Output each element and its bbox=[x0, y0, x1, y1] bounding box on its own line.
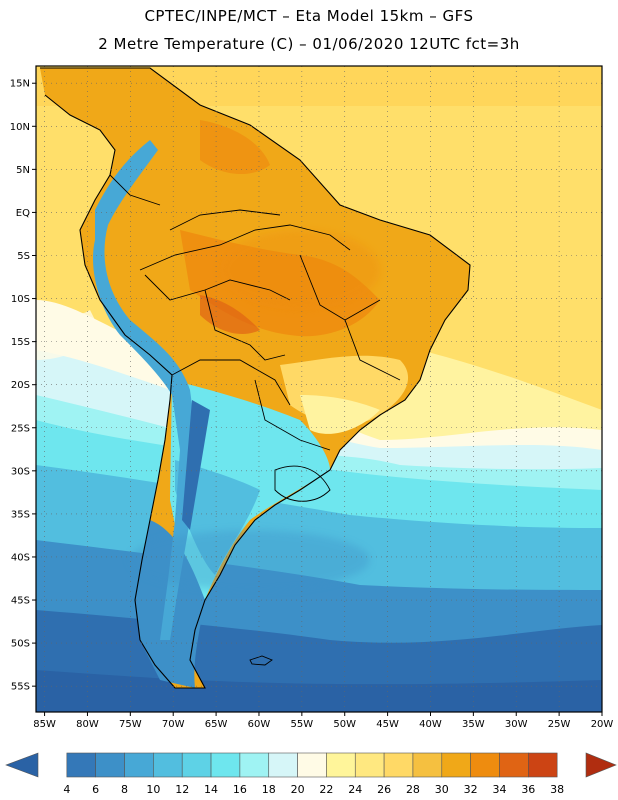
color-scale-label: 12 bbox=[175, 783, 189, 796]
lon-tick-label: 30W bbox=[505, 719, 528, 730]
lat-tick-label: 35S bbox=[11, 509, 30, 520]
color-scale-box bbox=[268, 752, 298, 778]
color-scale-box bbox=[326, 752, 356, 778]
lon-tick-label: 20W bbox=[591, 719, 614, 730]
color-scale-label: 30 bbox=[435, 783, 449, 796]
color-scale-box bbox=[66, 752, 96, 778]
lon-tick-label: 55W bbox=[291, 719, 314, 730]
lat-tick-label: 25S bbox=[11, 423, 30, 434]
falkland-islands bbox=[249, 655, 273, 666]
temperature-field bbox=[36, 66, 602, 712]
color-scale-box bbox=[297, 752, 327, 778]
lat-tick-label: 5N bbox=[16, 165, 30, 176]
color-scale-box bbox=[499, 752, 529, 778]
color-scale-box bbox=[181, 752, 212, 778]
color-scale-box bbox=[441, 752, 471, 778]
lat-tick-label: 55S bbox=[11, 682, 30, 693]
country-borders bbox=[109, 174, 401, 502]
color-scale-label: 20 bbox=[291, 783, 305, 796]
color-scale-min-arrow bbox=[5, 752, 39, 778]
color-scale-max-arrow bbox=[585, 752, 617, 778]
lon-tick-label: 25W bbox=[548, 719, 571, 730]
color-scale-label: 36 bbox=[521, 783, 535, 796]
lon-tick-label: 60W bbox=[248, 719, 271, 730]
color-scale-label: 18 bbox=[262, 783, 276, 796]
temperature-map: 15N 10N 5N EQ 5S 10S 15S 20S 25S 30S 35S 40S 45S 50S 5… bbox=[10, 65, 614, 730]
lat-tick-label: 10S bbox=[11, 294, 30, 305]
color-scale-label: 8 bbox=[121, 783, 128, 796]
color-scale: 4 6 8 10 12 14 16 18 20 22 24 26 28 30 32 34 36 38 bbox=[5, 752, 617, 796]
lat-tick-label: 15S bbox=[11, 337, 30, 348]
color-scale-label: 16 bbox=[233, 783, 247, 796]
color-scale-label: 22 bbox=[319, 783, 333, 796]
color-scale-box bbox=[528, 752, 558, 778]
lat-tick-label: 40S bbox=[11, 552, 30, 563]
lon-tick-label: 80W bbox=[76, 719, 99, 730]
lat-tick-label: 10N bbox=[10, 122, 30, 133]
color-scale-box bbox=[210, 752, 241, 778]
lon-tick-label: 45W bbox=[376, 719, 399, 730]
lon-tick-label: 70W bbox=[162, 719, 185, 730]
lat-tick-label: 5S bbox=[17, 251, 30, 262]
color-scale-label: 32 bbox=[464, 783, 478, 796]
lon-tick-label: 85W bbox=[33, 719, 56, 730]
lon-tick-label: 35W bbox=[462, 719, 485, 730]
lat-tick-label: 20S bbox=[11, 380, 30, 391]
color-scale-box bbox=[95, 752, 125, 778]
coastline bbox=[40, 67, 471, 689]
color-scale-label: 6 bbox=[92, 783, 99, 796]
lon-tick-label: 40W bbox=[419, 719, 442, 730]
lat-tick-label: EQ bbox=[16, 208, 30, 219]
lon-tick-label: 65W bbox=[205, 719, 228, 730]
color-scale-boxes bbox=[5, 752, 617, 778]
color-scale-box bbox=[153, 752, 183, 778]
color-scale-label: 14 bbox=[204, 783, 218, 796]
map-frame bbox=[35, 65, 603, 713]
color-scale-box bbox=[412, 752, 443, 778]
color-scale-label: 28 bbox=[406, 783, 420, 796]
lat-tick-label: 50S bbox=[11, 639, 30, 650]
color-scale-label: 26 bbox=[377, 783, 391, 796]
map-title-line-1: CPTEC/INPE/MCT – Eta Model 15km – GFS bbox=[144, 7, 474, 25]
color-scale-label: 38 bbox=[550, 783, 564, 796]
color-scale-box bbox=[124, 752, 154, 778]
color-scale-box bbox=[383, 752, 414, 778]
color-scale-box bbox=[239, 752, 270, 778]
color-scale-labels: 4 6 8 10 12 14 16 18 20 22 24 26 28 30 32 34 36 38 bbox=[63, 783, 564, 796]
axis-ticks: 15N 10N 5N EQ 5S 10S 15S 20S 25S 30S 35S 40S 45S 50S 5… bbox=[10, 79, 614, 730]
lat-tick-label: 45S bbox=[11, 596, 30, 607]
color-scale-label: 34 bbox=[492, 783, 506, 796]
color-scale-box bbox=[470, 752, 500, 778]
color-scale-label: 24 bbox=[348, 783, 362, 796]
color-scale-label: 4 bbox=[63, 783, 70, 796]
lon-tick-label: 75W bbox=[119, 719, 142, 730]
lon-tick-label: 50W bbox=[333, 719, 356, 730]
color-scale-label: 10 bbox=[146, 783, 160, 796]
color-scale-box bbox=[354, 752, 385, 778]
lat-tick-label: 15N bbox=[10, 79, 30, 90]
map-title-line-2: 2 Metre Temperature (C) – 01/06/2020 12U… bbox=[98, 35, 520, 53]
lat-tick-label: 30S bbox=[11, 466, 30, 477]
